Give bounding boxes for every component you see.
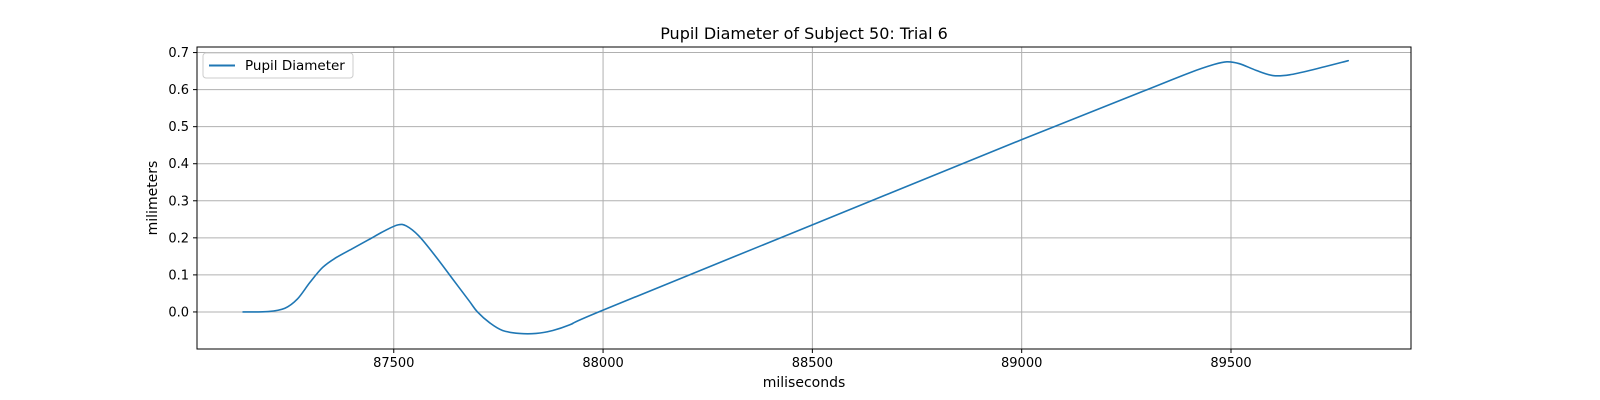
x-tick-label: 89500 <box>1210 356 1251 371</box>
y-tick-label: 0.0 <box>168 305 189 320</box>
x-tick-label: 87500 <box>373 356 414 371</box>
grid-lines <box>197 47 1411 349</box>
y-axis-label: milimeters <box>145 161 161 236</box>
y-tick-label: 0.4 <box>168 157 189 172</box>
y-tick-label: 0.3 <box>168 194 189 209</box>
legend: Pupil Diameter <box>202 52 354 79</box>
y-tick-label: 0.2 <box>168 231 189 246</box>
y-tick-label: 0.1 <box>168 268 189 283</box>
x-ticks: 87500 88000 88500 89000 89500 <box>373 349 1252 371</box>
x-tick-label: 89000 <box>1001 356 1042 371</box>
x-axis-label: miliseconds <box>763 375 846 391</box>
x-tick-label: 88000 <box>582 356 623 371</box>
y-tick-label: 0.7 <box>168 46 189 61</box>
y-tick-label: 0.6 <box>168 83 189 98</box>
chart-title: Pupil Diameter of Subject 50: Trial 6 <box>660 24 948 43</box>
legend-label: Pupil Diameter <box>245 58 345 74</box>
y-tick-label: 0.5 <box>168 120 189 135</box>
series-line-pupil-diameter <box>242 59 1350 335</box>
plot-frame <box>196 46 1412 350</box>
legend-box <box>202 52 354 79</box>
y-ticks: 0.0 0.1 0.2 0.3 0.4 0.5 0.6 0.7 <box>168 46 197 320</box>
series-lines <box>242 59 1350 335</box>
x-tick-label: 88500 <box>792 356 833 371</box>
